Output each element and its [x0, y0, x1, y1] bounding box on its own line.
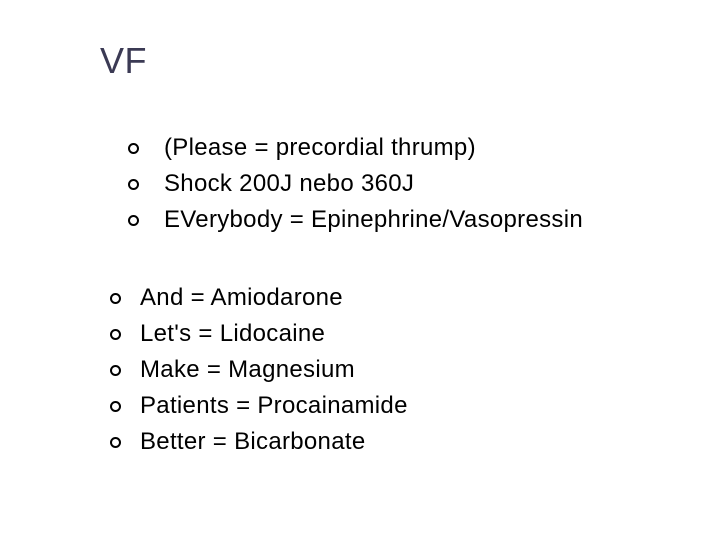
list-item: (Please = precordial thrump) [128, 130, 720, 166]
bullet-group-1: (Please = precordial thrump) Shock 200J … [128, 130, 720, 238]
list-item: Better = Bicarbonate [110, 424, 720, 460]
list-item: Shock 200J nebo 360J [128, 166, 720, 202]
list-item: And = Amiodarone [110, 280, 720, 316]
bullet-group-2: And = Amiodarone Let's = Lidocaine Make … [110, 280, 720, 460]
slide: VF (Please = precordial thrump) Shock 20… [0, 0, 720, 540]
slide-title: VF [100, 40, 720, 82]
list-item: Patients = Procainamide [110, 388, 720, 424]
list-item: Make = Magnesium [110, 352, 720, 388]
list-item: EVerybody = Epinephrine/Vasopressin [128, 202, 720, 238]
list-item: Let's = Lidocaine [110, 316, 720, 352]
